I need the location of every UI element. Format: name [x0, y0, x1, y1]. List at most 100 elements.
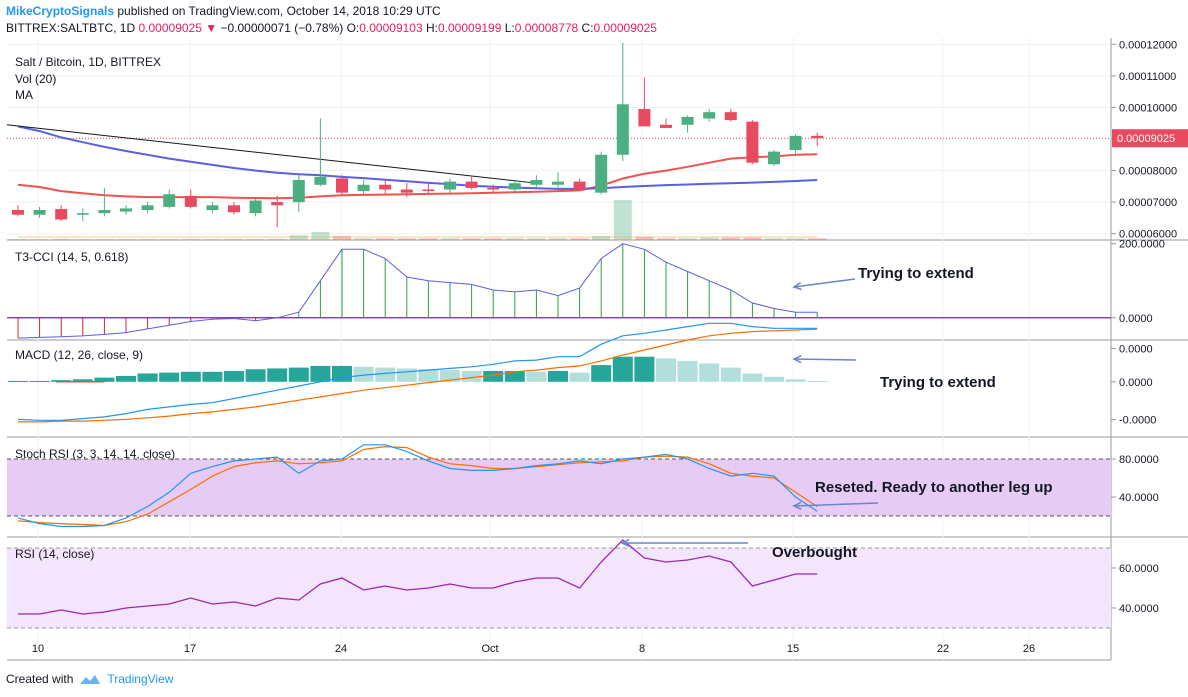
cci-tick-label: 200.0000	[1119, 239, 1165, 251]
macd-histogram-bar	[94, 377, 115, 382]
candle-body	[422, 189, 435, 192]
created-with-text: Created with	[6, 672, 74, 686]
candle-body	[357, 184, 370, 192]
ma-indicator-label: MA	[15, 88, 33, 102]
macd-histogram-bar	[591, 365, 612, 382]
volume-bar	[138, 239, 157, 240]
candle-body	[271, 202, 284, 206]
last-price-tag-text: 0.00009025	[1117, 133, 1175, 145]
macd-histogram-bar	[461, 370, 482, 382]
volume-bar	[570, 238, 589, 240]
candle-body	[55, 209, 68, 220]
stoch-tick-label: 80.0000	[1119, 454, 1159, 466]
candle-body	[184, 195, 197, 207]
candle-body	[768, 151, 780, 165]
candle-body	[141, 205, 154, 211]
volume-bar	[376, 238, 395, 240]
candle-body	[336, 178, 348, 193]
price-tick-label: 0.00008000	[1119, 166, 1177, 178]
volume-indicator-label: Vol (20)	[15, 72, 56, 86]
stoch-pane-title: Stoch RSI (3, 3, 14, 14, close)	[15, 447, 175, 461]
candle-body	[292, 180, 305, 203]
candle-body	[465, 181, 478, 188]
stoch-k-line	[17, 444, 818, 528]
macd-histogram-bar	[353, 366, 374, 382]
candle-body	[616, 104, 629, 155]
macd-histogram-bar	[742, 373, 763, 382]
macd-histogram-bar	[612, 356, 633, 382]
macd-histogram-bar	[267, 368, 288, 382]
high-label: H:	[426, 21, 438, 35]
price-tick-label: 0.00006000	[1119, 229, 1177, 241]
low-value: 0.00008778	[514, 21, 579, 35]
macd-histogram-bar	[245, 369, 266, 382]
macd-histogram-bar	[202, 371, 223, 382]
volume-bar	[9, 239, 27, 240]
publish-text: published on TradingView.com, October 14…	[117, 4, 441, 18]
candle-body	[120, 208, 132, 212]
macd-histogram-bar	[526, 371, 547, 382]
macd-histogram-bar	[785, 379, 806, 382]
macd-histogram-bar	[418, 369, 439, 382]
macd-tick-label: 0.0000	[1119, 343, 1153, 355]
price-tick-label: 0.00012000	[1119, 39, 1177, 51]
macd-histogram-bar	[483, 370, 504, 382]
stoch-band-fill	[7, 459, 1111, 516]
annotation-stoch: Reseted. Ready to another leg up	[815, 479, 1053, 496]
ma-slow-line	[17, 125, 818, 190]
candle-body	[530, 180, 543, 185]
volume-bar	[721, 237, 740, 240]
candle-body	[379, 184, 392, 190]
macd-histogram-bar	[224, 370, 244, 382]
candle-body	[163, 194, 176, 207]
volume-bar	[808, 238, 827, 240]
x-tick-label: 24	[335, 643, 347, 655]
open-label: O:	[346, 21, 360, 35]
candle-body	[76, 213, 89, 215]
cci-tick-label: 0.0000	[1119, 313, 1153, 325]
volume-bar	[549, 238, 567, 240]
candle-body	[206, 205, 219, 211]
price-pane-title: Salt / Bitcoin, 1D, BITTREX	[15, 55, 161, 69]
volume-bar	[765, 238, 783, 240]
macd-histogram-bar	[807, 380, 828, 382]
candle-body	[681, 116, 694, 125]
volume-bar	[73, 239, 92, 240]
x-tick-label: 17	[184, 643, 196, 655]
macd-histogram-bar	[677, 360, 698, 382]
author-link[interactable]: MikeCryptoSignals	[6, 4, 115, 18]
down-arrow-icon: ▼	[205, 21, 218, 35]
macd-histogram-bar	[137, 373, 158, 382]
close-label: C:	[581, 21, 594, 35]
annotation-rsi: Overbought	[772, 544, 857, 561]
rsi-pane-title: RSI (14, close)	[15, 547, 94, 561]
annotation-stoch-arrow-head	[792, 501, 802, 510]
macd-histogram-bar	[634, 356, 655, 382]
symbol: BITTREX:SALTBTC, 1D	[6, 21, 136, 35]
footer: Created with TradingView	[6, 672, 173, 686]
symbol-info: BITTREX:SALTBTC, 1D 0.00009025 ▼ −0.0000…	[6, 21, 657, 35]
ma-fast-line	[17, 153, 818, 200]
candle-body	[811, 135, 824, 139]
last-price-tag	[1112, 129, 1188, 148]
macd-histogram-bar	[180, 371, 201, 382]
macd-histogram-bar	[159, 372, 180, 382]
tradingview-brand[interactable]: TradingView	[107, 672, 174, 686]
candle-body	[638, 109, 651, 127]
volume-bar	[311, 232, 330, 240]
volume-bar	[30, 239, 49, 240]
macd-pane-title: MACD (12, 26, close, 9)	[15, 348, 143, 362]
volume-bar	[52, 239, 71, 240]
macd-histogram-bar	[656, 358, 676, 382]
candle-body	[12, 210, 24, 215]
volume-bar	[181, 239, 200, 240]
volume-bar	[613, 200, 632, 240]
price-tick-label: 0.00011000	[1119, 71, 1176, 83]
volume-bar	[95, 239, 114, 240]
volume-bar	[527, 238, 546, 240]
candle-body	[228, 205, 240, 213]
macd-histogram-bar	[699, 363, 720, 382]
macd-histogram-bar	[288, 367, 309, 382]
open-value: 0.00009103	[359, 21, 423, 35]
